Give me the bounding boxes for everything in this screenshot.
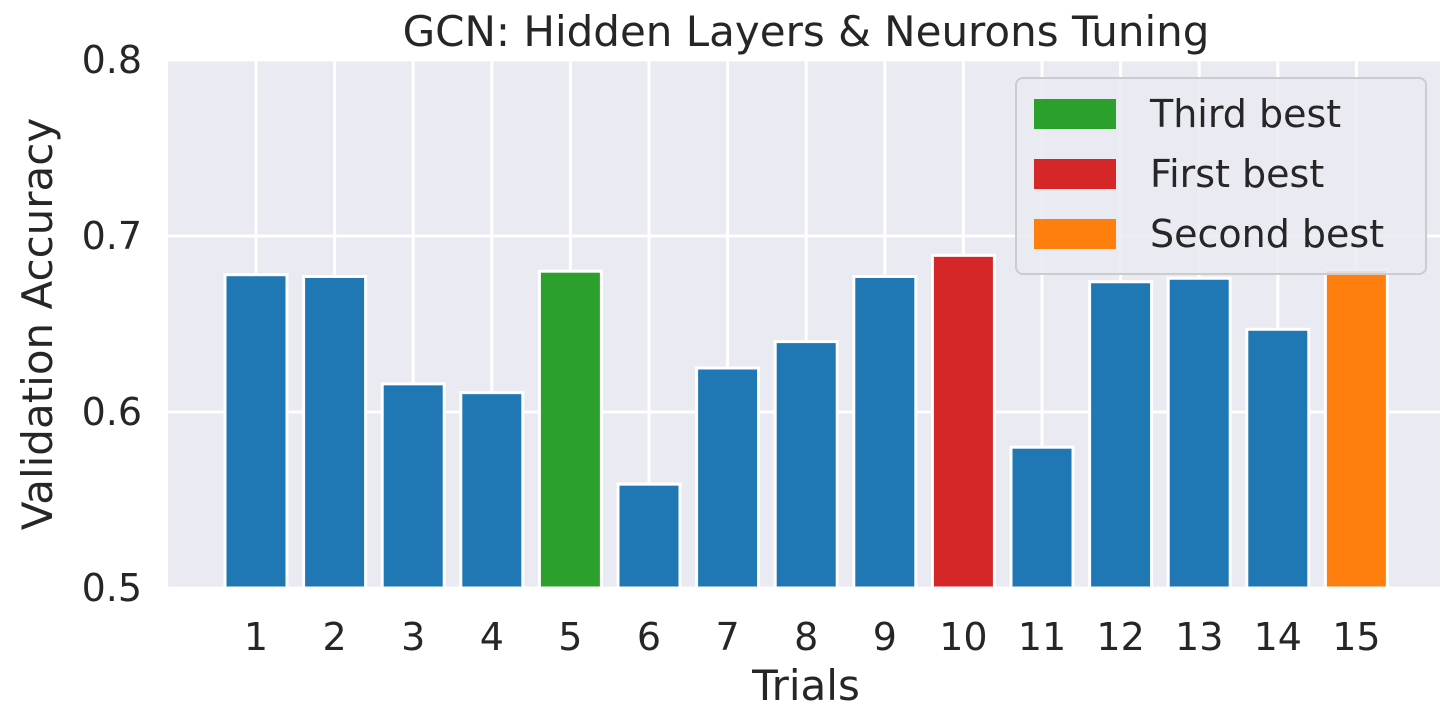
y-axis-label: Validation Accuracy [13, 118, 62, 531]
x-tick-label: 14 [1254, 615, 1302, 659]
bar [459, 391, 525, 590]
legend-swatch [1034, 159, 1116, 189]
bar [1088, 280, 1154, 590]
legend: Third best First best Second best [1015, 77, 1427, 275]
legend-label: Second best [1150, 212, 1384, 256]
x-tick-label: 9 [873, 615, 897, 659]
x-tick-label: 13 [1175, 615, 1223, 659]
x-tick-label: 3 [401, 615, 425, 659]
y-tick-labels: 0.5 0.6 0.7 0.8 [82, 38, 142, 610]
bar [223, 273, 289, 590]
bar [302, 274, 368, 590]
bar [852, 274, 918, 590]
bar [1323, 267, 1389, 590]
x-tick-label: 2 [323, 615, 347, 659]
bar [616, 482, 682, 590]
legend-label: First best [1150, 152, 1324, 196]
bars [223, 253, 1389, 590]
bar [695, 366, 761, 590]
legend-frame [1015, 77, 1427, 275]
x-tick-label: 10 [939, 615, 987, 659]
x-tick-label: 5 [558, 615, 582, 659]
x-tick-labels: 1 2 3 4 5 6 7 8 9 10 11 12 13 14 15 [244, 615, 1381, 659]
bar [1245, 327, 1311, 590]
chart-title: GCN: Hidden Layers & Neurons Tuning [403, 7, 1210, 56]
y-tick-label: 0.5 [82, 566, 142, 610]
legend-swatch [1034, 99, 1116, 129]
x-tick-label: 11 [1018, 615, 1066, 659]
x-tick-label: 8 [794, 615, 818, 659]
x-tick-label: 4 [480, 615, 504, 659]
bar [380, 382, 446, 590]
x-tick-label: 12 [1096, 615, 1144, 659]
bar [1009, 445, 1075, 590]
x-tick-label: 1 [244, 615, 268, 659]
bar [773, 340, 839, 590]
bar [537, 269, 603, 590]
x-tick-label: 7 [716, 615, 740, 659]
legend-label: Third best [1149, 92, 1341, 136]
bar [930, 253, 996, 590]
y-tick-label: 0.6 [82, 390, 142, 434]
x-tick-label: 15 [1332, 615, 1380, 659]
x-axis-label: Trials [751, 661, 860, 710]
legend-swatch [1034, 219, 1116, 249]
x-tick-label: 6 [637, 615, 661, 659]
y-tick-label: 0.7 [82, 214, 142, 258]
bar [1166, 276, 1232, 590]
y-tick-label: 0.8 [82, 38, 142, 82]
